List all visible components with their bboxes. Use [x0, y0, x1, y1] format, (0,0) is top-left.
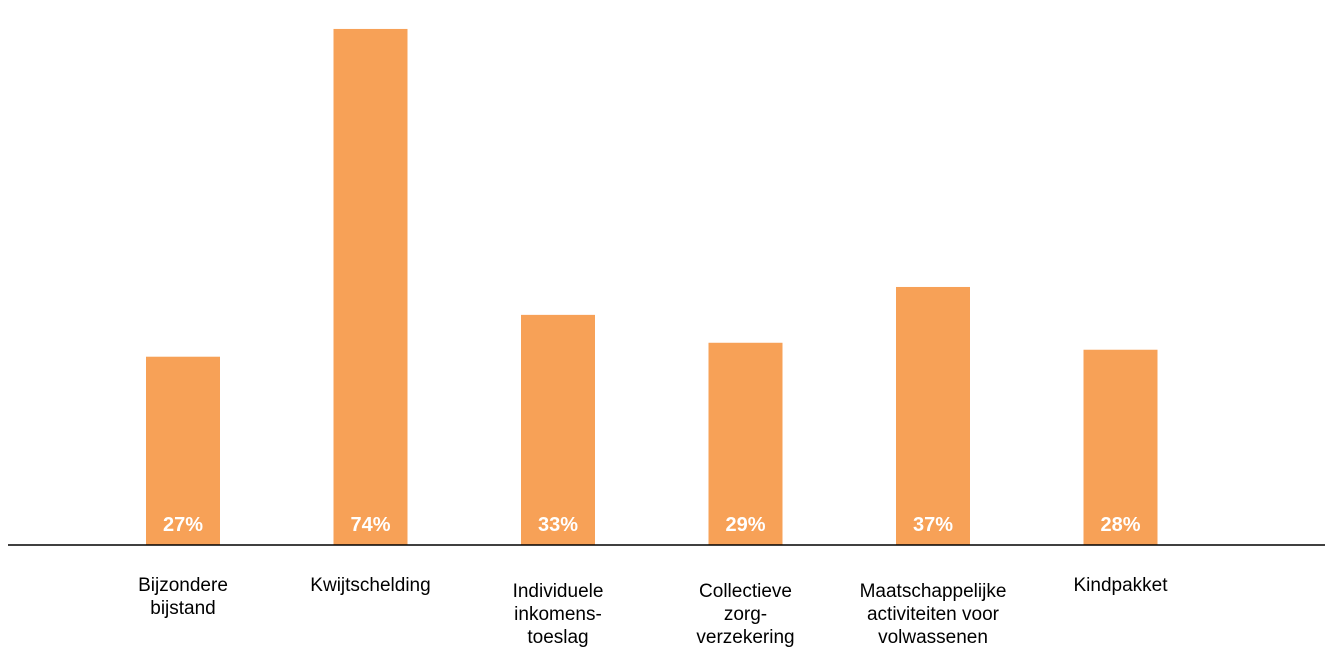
bar-collectieve-zorg-verzekering: [708, 342, 783, 545]
value-labels-layer: 27% 74% 33% 29% 37% 28%: [163, 514, 1141, 536]
value-label-individuele-inkomens-toeslag: 33%: [538, 514, 578, 536]
bar-individuele-inkomens-toeslag: [521, 314, 595, 545]
bar-kwijtschelding: [333, 28, 408, 545]
value-label-bijzondere-bijstand: 27%: [163, 514, 203, 536]
category-label-line: verzekering: [696, 627, 794, 648]
category-label-collectieve-zorg-verzekering: Collectieve zorg-verzekering: [696, 581, 794, 648]
category-label-line: Collectieve: [699, 581, 792, 602]
value-label-kindpakket: 28%: [1100, 514, 1140, 536]
category-label-line: Maatschappelijke: [860, 581, 1007, 602]
category-label-line: Kwijtschelding: [310, 575, 430, 596]
bar-kindpakket: [1083, 349, 1158, 545]
category-label-kindpakket: Kindpakket: [1073, 575, 1168, 596]
bar-bijzondere-bijstand: [146, 356, 220, 545]
category-labels-layer: Bijzondere bijstand Kwijtschelding Individu…: [138, 575, 1168, 648]
category-label-line: Individuele: [513, 581, 604, 602]
category-label-line: bijstand: [150, 598, 216, 619]
category-label-line: Bijzondere: [138, 575, 228, 596]
category-label-kwijtschelding: Kwijtschelding: [310, 575, 430, 596]
value-label-kwijtschelding: 74%: [350, 514, 390, 536]
category-label-bijzondere-bijstand: Bijzondere bijstand: [138, 575, 228, 619]
category-label-line: Kindpakket: [1073, 575, 1168, 596]
bar-maatschappelijke-activiteiten-voor-volwassenen: [896, 286, 970, 545]
category-label-maatschappelijke-activiteiten-voor-volwassenen: Maatschappelijke activiteiten voor volwass…: [860, 581, 1007, 648]
category-label-line: volwassenen: [878, 627, 988, 648]
value-label-collectieve-zorg-verzekering: 29%: [725, 514, 765, 536]
category-label-line: toeslag: [527, 627, 588, 648]
bars-layer: [146, 28, 1158, 545]
category-label-line: zorg-: [724, 604, 767, 625]
value-label-maatschappelijke-activiteiten-voor-volwassenen: 37%: [913, 514, 953, 536]
category-label-individuele-inkomens-toeslag: Individuele inkomens-toeslag: [513, 581, 604, 648]
category-label-line: inkomens-: [514, 604, 602, 625]
category-label-line: activiteiten voor: [867, 604, 1000, 625]
